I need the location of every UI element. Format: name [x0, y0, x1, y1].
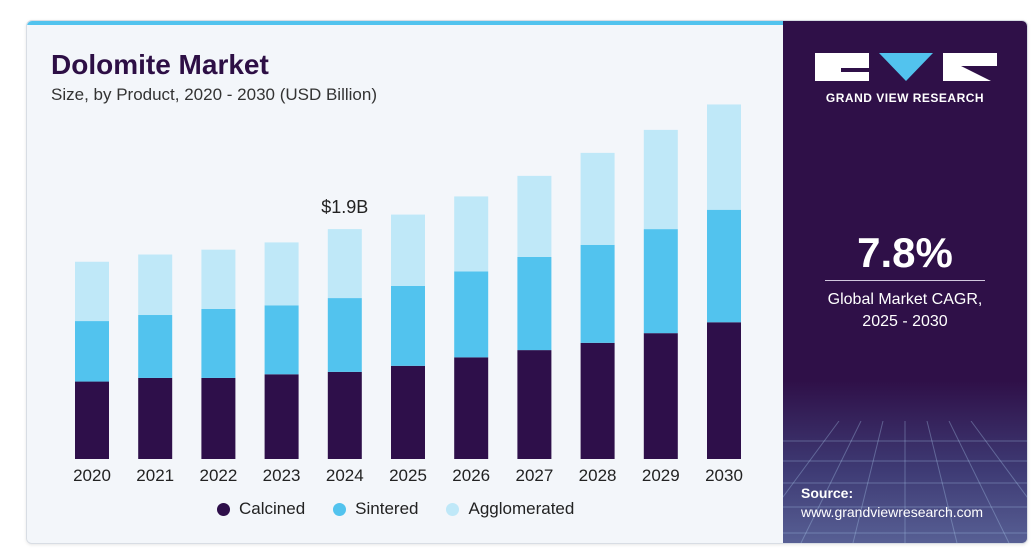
bar-calcined-2024 — [327, 371, 362, 459]
bar-sintered-2020 — [75, 321, 109, 382]
bar-sintered-2030 — [707, 209, 741, 323]
legend-swatch-sintered — [333, 502, 347, 516]
bar-agglomerated-2027 — [517, 175, 552, 257]
bar-sintered-2028 — [580, 244, 615, 343]
x-tick-label-2021: 2021 — [136, 466, 174, 485]
source-block: Source: www.grandviewresearch.com — [801, 485, 983, 520]
bar-agglomerated-2020 — [75, 261, 109, 322]
bar-agglomerated-2029 — [643, 129, 678, 230]
x-tick-label-2027: 2027 — [515, 466, 553, 485]
cagr-label: Global Market CAGR, 2025 - 2030 — [783, 289, 1027, 333]
bar-calcined-2028 — [580, 342, 615, 459]
x-tick-label-2020: 2020 — [73, 466, 111, 485]
source-url[interactable]: www.grandviewresearch.com — [801, 504, 984, 520]
cagr-label-line2: 2025 - 2030 — [862, 313, 948, 330]
info-panel: GRAND VIEW RESEARCH 7.8% Global Market C… — [783, 21, 1027, 543]
bar-calcined-2022 — [201, 377, 236, 459]
brand-name: GRAND VIEW RESEARCH — [825, 91, 985, 105]
accent-strip — [27, 21, 783, 25]
bar-agglomerated-2028 — [580, 152, 615, 245]
x-tick-label-2029: 2029 — [642, 466, 680, 485]
legend-label-calcined: Calcined — [239, 499, 306, 518]
bar-calcined-2025 — [391, 365, 425, 459]
x-tick-label-2022: 2022 — [199, 466, 237, 485]
bar-sintered-2023 — [264, 305, 299, 375]
legend-item-sintered: Sintered — [333, 499, 418, 519]
bar-agglomerated-2021 — [138, 254, 173, 316]
bar-sintered-2022 — [201, 308, 236, 378]
legend-swatch-calcined — [217, 502, 230, 516]
bar-calcined-2026 — [454, 357, 489, 459]
x-tick-label-2030: 2030 — [705, 466, 743, 485]
cagr-divider — [825, 280, 985, 281]
grid-decoration — [783, 421, 1027, 543]
bar-agglomerated-2023 — [264, 242, 299, 306]
chart-card: Dolomite Market Size, by Product, 2020 -… — [26, 20, 1028, 544]
bar-annotation-2024: $1.9B — [321, 197, 368, 217]
panel-glow — [783, 381, 1027, 543]
bar-chart: 2020 2021 2022 2023 2024 2025 2026 2027 2028 2029… — [73, 104, 743, 485]
legend-label-agglomerated: Agglomerated — [468, 499, 575, 518]
bar-calcined-2029 — [643, 333, 678, 459]
bar-calcined-2030 — [707, 322, 741, 459]
bar-agglomerated-2022 — [201, 249, 236, 309]
cagr-value: 7.8% — [857, 229, 953, 276]
bar-agglomerated-2030 — [707, 104, 741, 210]
chart-subtitle: Size, by Product, 2020 - 2030 (USD Billi… — [51, 85, 377, 104]
bar-sintered-2025 — [391, 285, 425, 366]
legend-item-agglomerated: Agglomerated — [446, 499, 574, 519]
bar-calcined-2027 — [517, 350, 552, 459]
bar-sintered-2027 — [517, 256, 552, 351]
gvr-logo-icon — [815, 53, 997, 81]
x-tick-label-2023: 2023 — [263, 466, 301, 485]
source-title: Source: — [801, 485, 854, 501]
cagr-label-line1: Global Market CAGR, — [827, 291, 983, 308]
bar-agglomerated-2024 — [327, 229, 362, 299]
bar-sintered-2029 — [643, 229, 678, 334]
legend-label-sintered: Sintered — [355, 499, 419, 518]
legend-item-calcined: Calcined — [217, 499, 305, 519]
bar-sintered-2024 — [327, 298, 362, 372]
x-tick-label-2026: 2026 — [452, 466, 490, 485]
chart-panel: Dolomite Market Size, by Product, 2020 -… — [27, 21, 783, 543]
bar-sintered-2026 — [454, 271, 489, 358]
legend-swatch-agglomerated — [446, 502, 460, 516]
x-tick-label-2024: 2024 — [326, 466, 364, 485]
bar-calcined-2021 — [138, 377, 173, 459]
chart-legend: Calcined Sintered Agglomerated — [217, 499, 574, 519]
x-tick-label-2025: 2025 — [389, 466, 427, 485]
bar-agglomerated-2026 — [454, 196, 489, 272]
x-tick-label-2028: 2028 — [579, 466, 617, 485]
chart-title: Dolomite Market — [51, 49, 269, 80]
bar-agglomerated-2025 — [391, 214, 425, 286]
bar-calcined-2023 — [264, 374, 299, 459]
bar-calcined-2020 — [75, 381, 109, 459]
bar-sintered-2021 — [138, 315, 173, 378]
